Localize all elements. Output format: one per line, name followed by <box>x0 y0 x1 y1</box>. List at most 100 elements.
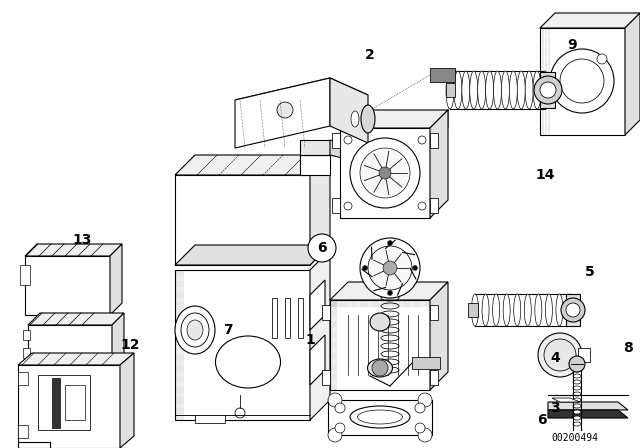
Polygon shape <box>430 198 438 213</box>
Polygon shape <box>548 402 628 410</box>
Ellipse shape <box>477 71 486 109</box>
Text: 13: 13 <box>72 233 92 247</box>
Polygon shape <box>340 128 430 218</box>
Circle shape <box>277 102 293 118</box>
Circle shape <box>308 234 336 262</box>
Circle shape <box>561 298 585 322</box>
Ellipse shape <box>446 71 454 109</box>
Text: 2: 2 <box>365 48 375 62</box>
Polygon shape <box>25 256 110 315</box>
Polygon shape <box>28 325 112 368</box>
Polygon shape <box>120 353 134 448</box>
Polygon shape <box>23 348 30 358</box>
Text: 3: 3 <box>550 401 560 415</box>
Polygon shape <box>175 175 310 265</box>
Polygon shape <box>310 250 330 420</box>
Text: 00200494: 00200494 <box>552 433 598 443</box>
Polygon shape <box>332 198 340 213</box>
Polygon shape <box>332 133 340 148</box>
Circle shape <box>418 428 432 442</box>
Polygon shape <box>175 270 310 420</box>
Text: 14: 14 <box>535 168 555 182</box>
Text: 6: 6 <box>317 241 327 255</box>
Polygon shape <box>25 244 122 256</box>
Polygon shape <box>175 245 330 265</box>
Circle shape <box>540 82 556 98</box>
Circle shape <box>379 167 391 179</box>
Circle shape <box>368 246 412 290</box>
Ellipse shape <box>573 374 581 378</box>
Bar <box>195 415 225 423</box>
Ellipse shape <box>517 71 525 109</box>
Ellipse shape <box>541 71 549 109</box>
Polygon shape <box>23 330 30 340</box>
Polygon shape <box>28 313 124 325</box>
Ellipse shape <box>501 71 509 109</box>
Ellipse shape <box>351 111 359 127</box>
Ellipse shape <box>482 294 489 326</box>
Text: 9: 9 <box>567 38 577 52</box>
Ellipse shape <box>524 294 531 326</box>
Text: 6: 6 <box>537 413 547 427</box>
Ellipse shape <box>573 416 581 420</box>
Polygon shape <box>412 357 440 369</box>
Polygon shape <box>330 300 430 390</box>
Ellipse shape <box>462 71 470 109</box>
Polygon shape <box>322 305 330 320</box>
Ellipse shape <box>573 398 581 402</box>
Circle shape <box>597 54 607 64</box>
Ellipse shape <box>493 294 500 326</box>
Ellipse shape <box>358 410 403 424</box>
Polygon shape <box>310 155 330 265</box>
Polygon shape <box>20 265 30 285</box>
Polygon shape <box>430 282 448 390</box>
Ellipse shape <box>525 71 533 109</box>
Ellipse shape <box>370 313 390 331</box>
Circle shape <box>550 49 614 113</box>
Ellipse shape <box>573 380 581 384</box>
Ellipse shape <box>573 392 581 396</box>
Ellipse shape <box>216 336 280 388</box>
Text: 12: 12 <box>120 338 140 352</box>
Circle shape <box>335 423 345 433</box>
Circle shape <box>538 333 582 377</box>
Ellipse shape <box>493 71 502 109</box>
Ellipse shape <box>573 368 581 372</box>
Ellipse shape <box>181 313 209 347</box>
Circle shape <box>360 148 410 198</box>
Text: 4: 4 <box>550 351 560 365</box>
Polygon shape <box>175 155 330 175</box>
Text: 1: 1 <box>305 333 315 347</box>
Polygon shape <box>430 305 438 320</box>
Circle shape <box>418 136 426 144</box>
Ellipse shape <box>573 422 581 426</box>
Circle shape <box>569 356 585 372</box>
Polygon shape <box>310 280 325 330</box>
Polygon shape <box>300 155 330 175</box>
Circle shape <box>344 136 352 144</box>
Ellipse shape <box>486 71 493 109</box>
Polygon shape <box>18 425 28 438</box>
Polygon shape <box>578 348 590 362</box>
Polygon shape <box>235 78 330 148</box>
Polygon shape <box>552 398 580 402</box>
Polygon shape <box>540 13 640 28</box>
Ellipse shape <box>472 294 479 326</box>
Circle shape <box>418 393 432 407</box>
Circle shape <box>344 202 352 210</box>
Polygon shape <box>110 244 122 315</box>
Ellipse shape <box>573 404 581 408</box>
Polygon shape <box>328 400 432 435</box>
Circle shape <box>362 266 367 271</box>
Circle shape <box>372 360 388 376</box>
Bar <box>272 298 277 338</box>
Polygon shape <box>566 294 580 326</box>
Circle shape <box>383 261 397 275</box>
Polygon shape <box>548 410 628 418</box>
Text: 5: 5 <box>585 265 595 279</box>
Ellipse shape <box>361 105 375 133</box>
Polygon shape <box>18 365 120 448</box>
Circle shape <box>328 393 342 407</box>
Circle shape <box>534 76 562 104</box>
Polygon shape <box>430 133 438 148</box>
